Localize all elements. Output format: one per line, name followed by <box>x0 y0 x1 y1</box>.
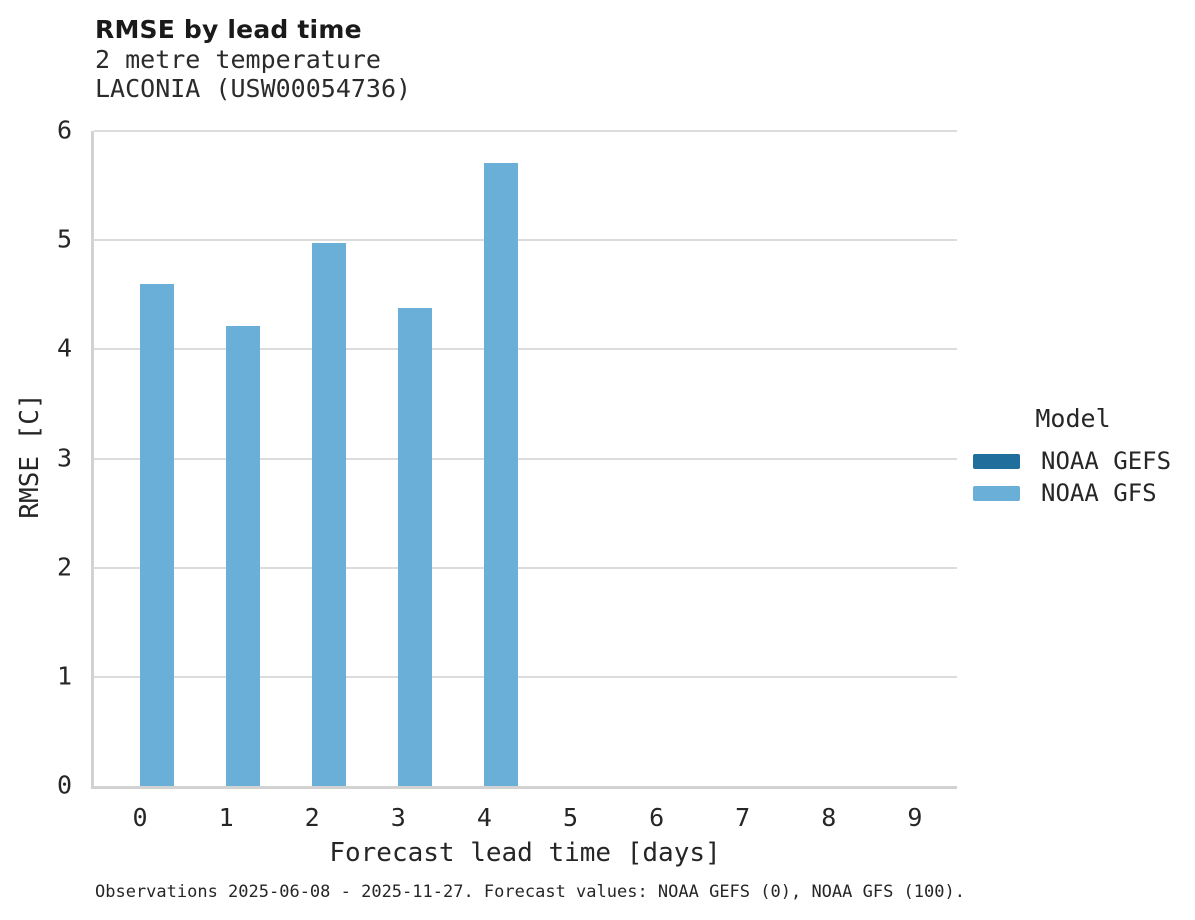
x-tick-label-1: 1 <box>218 803 234 832</box>
x-tick-label-9: 9 <box>907 803 923 832</box>
x-tick-label-3: 3 <box>390 803 406 832</box>
x-tick-label-0: 0 <box>132 803 148 832</box>
legend-label-noaa-gefs: NOAA GEFS <box>1041 447 1172 475</box>
caption: Observations 2025-06-08 - 2025-11-27. Fo… <box>95 882 965 902</box>
gridline-y-4 <box>94 348 957 351</box>
gridline-y-2 <box>94 566 957 569</box>
gridline-y-5 <box>94 239 957 242</box>
chart-subtitle-station: LACONIA (USW00054736) <box>95 74 412 103</box>
legend-noaa-gfs-swatch-icon <box>973 485 1020 501</box>
x-tick-label-8: 8 <box>821 803 837 832</box>
legend-noaa-gefs-swatch-icon <box>973 453 1020 469</box>
chart-header: RMSE by lead time 2 metre temperature LA… <box>95 14 411 103</box>
chart-subtitle-variable: 2 metre temperature <box>95 45 381 74</box>
y-tick-label-3: 3 <box>56 442 72 472</box>
y-axis-label: RMSE [C] <box>15 393 45 519</box>
x-tick-label-2: 2 <box>304 803 320 832</box>
y-tick-label-6: 6 <box>56 115 72 145</box>
bar-noaa-gfs-lead-1 <box>226 326 261 786</box>
gridline-y-3 <box>94 457 957 460</box>
bar-noaa-gfs-lead-3 <box>398 307 433 786</box>
legend: Model NOAA GEFS NOAA GFS <box>973 403 1178 509</box>
x-tick-label-6: 6 <box>649 803 665 832</box>
chart-title: RMSE by lead time <box>95 15 362 44</box>
legend-item-noaa-gfs: NOAA GFS <box>973 477 1178 509</box>
x-tick-label-7: 7 <box>735 803 751 832</box>
x-tick-label-5: 5 <box>562 803 579 832</box>
gridline-y-6 <box>94 130 957 132</box>
bar-noaa-gfs-lead-4 <box>484 162 519 786</box>
gridline-y-1 <box>94 675 957 678</box>
y-tick-label-4: 4 <box>56 333 72 363</box>
legend-title: Model <box>1035 404 1111 433</box>
plot-area: 0 1 2 3 4 5 6 0 1 2 3 4 5 6 7 8 9 <box>57 115 957 832</box>
x-tick-label-4: 4 <box>476 803 492 832</box>
x-axis-label: Forecast lead time [days] <box>329 838 721 868</box>
y-tick-label-2: 2 <box>56 551 72 581</box>
y-tick-label-1: 1 <box>56 661 72 691</box>
legend-item-noaa-gefs: NOAA GEFS <box>973 445 1178 477</box>
y-tick-label-5: 5 <box>56 224 72 254</box>
bar-noaa-gfs-lead-2 <box>312 243 347 786</box>
legend-label-noaa-gfs: NOAA GFS <box>1041 479 1157 507</box>
y-tick-label-0: 0 <box>56 770 72 800</box>
bar-noaa-gfs-lead-0 <box>140 283 174 786</box>
